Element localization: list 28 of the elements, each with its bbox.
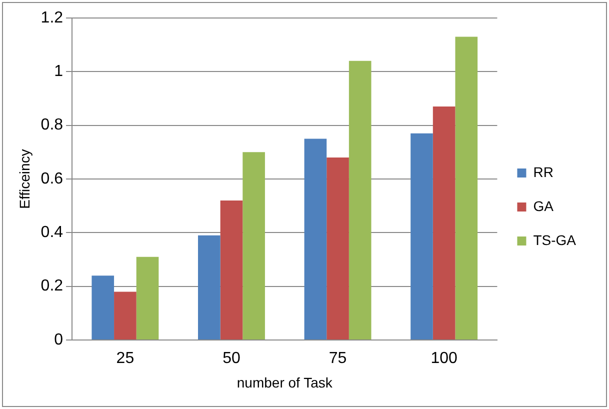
y-tick-label: 0 [54, 331, 64, 348]
legend-label: RR [533, 164, 554, 180]
bar [304, 138, 327, 340]
bar [198, 235, 220, 340]
x-axis-title: number of Task [236, 374, 334, 390]
bar [410, 133, 433, 340]
y-tick-label: 1 [54, 63, 64, 80]
legend-label: TS-GA [533, 232, 577, 248]
y-tick-label: 0.2 [40, 278, 64, 295]
legend-label: GA [533, 198, 554, 214]
bar [326, 158, 349, 340]
bar [114, 292, 136, 340]
bar [348, 60, 372, 340]
y-tick-label: 0.6 [40, 170, 64, 188]
x-tick-label: 100 [430, 350, 458, 368]
y-axis-title: Efficeincy [16, 149, 32, 209]
bar [455, 36, 478, 340]
bar [220, 200, 243, 340]
bar [432, 106, 456, 340]
x-tick-label: 25 [116, 350, 134, 368]
bar [242, 152, 265, 340]
y-tick-label: 1.2 [40, 9, 64, 26]
y-tick-label: 0.4 [40, 224, 64, 242]
bar [92, 276, 114, 340]
x-tick-label: 75 [328, 350, 347, 368]
bar [136, 256, 159, 340]
y-tick-label: 0.8 [40, 116, 64, 134]
x-tick-label: 50 [222, 350, 240, 368]
